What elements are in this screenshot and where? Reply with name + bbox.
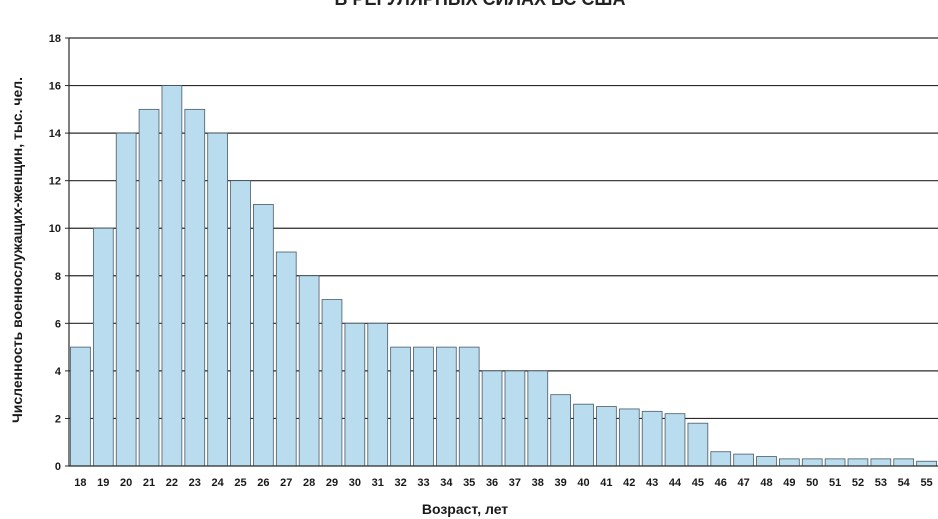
bar bbox=[436, 347, 456, 466]
bar bbox=[299, 276, 319, 466]
bar bbox=[802, 459, 822, 466]
bar bbox=[894, 459, 914, 466]
y-tick-labels: 0 2 4 6 8 10 12 14 16 18 bbox=[49, 33, 69, 473]
bar bbox=[208, 133, 228, 466]
y-tick-label: 12 bbox=[49, 176, 61, 188]
y-tick-label: 14 bbox=[49, 128, 62, 140]
x-tick-label: 26 bbox=[257, 477, 269, 489]
bar bbox=[185, 109, 205, 466]
y-tick-label: 10 bbox=[49, 223, 61, 235]
bar bbox=[596, 407, 616, 466]
x-tick-label: 22 bbox=[166, 477, 178, 489]
bar bbox=[551, 395, 571, 466]
x-tick-labels: 18 19 20 21 22 23 24 25 26 27 28 29 30 31 32 33 34 35 36 37… bbox=[74, 477, 932, 489]
bar bbox=[619, 409, 639, 466]
x-tick-label: 35 bbox=[463, 477, 475, 489]
bar bbox=[276, 252, 296, 466]
y-tick-label: 16 bbox=[49, 81, 61, 93]
y-tick-label: 0 bbox=[55, 461, 61, 473]
x-tick-label: 18 bbox=[74, 477, 86, 489]
x-tick-label: 55 bbox=[920, 477, 932, 489]
bar bbox=[871, 459, 891, 466]
x-tick-label: 34 bbox=[440, 477, 453, 489]
bar bbox=[505, 371, 525, 466]
bar bbox=[414, 347, 434, 466]
x-tick-label: 44 bbox=[669, 477, 682, 489]
x-tick-label: 20 bbox=[120, 477, 132, 489]
bar bbox=[848, 459, 868, 466]
bar bbox=[734, 454, 754, 466]
y-tick-label: 2 bbox=[55, 413, 61, 425]
x-tick-label: 48 bbox=[760, 477, 772, 489]
x-tick-label: 47 bbox=[737, 477, 749, 489]
bar bbox=[779, 459, 799, 466]
x-tick-label: 19 bbox=[97, 477, 109, 489]
bar bbox=[528, 371, 548, 466]
y-axis-title: Численность военнослужащих-женщин, тыс. … bbox=[9, 77, 25, 423]
chart-title: В РЕГУЛЯРНЫХ СИЛАХ ВС США bbox=[335, 0, 626, 9]
bar bbox=[139, 109, 159, 466]
x-tick-label: 46 bbox=[715, 477, 727, 489]
bar bbox=[688, 423, 708, 466]
bar bbox=[162, 86, 182, 466]
x-tick-label: 37 bbox=[509, 477, 521, 489]
bar bbox=[917, 461, 937, 466]
x-tick-label: 45 bbox=[692, 477, 704, 489]
bar bbox=[459, 347, 479, 466]
bar bbox=[825, 459, 845, 466]
x-tick-label: 39 bbox=[555, 477, 567, 489]
bar bbox=[642, 411, 662, 466]
y-tick-label: 4 bbox=[55, 366, 62, 378]
bar bbox=[665, 414, 685, 466]
x-tick-label: 36 bbox=[486, 477, 498, 489]
x-tick-label: 43 bbox=[646, 477, 658, 489]
y-tick-label: 18 bbox=[49, 33, 61, 45]
x-tick-label: 51 bbox=[829, 477, 841, 489]
x-tick-label: 41 bbox=[600, 477, 612, 489]
y-tick-label: 6 bbox=[55, 318, 61, 330]
x-tick-label: 32 bbox=[394, 477, 406, 489]
bar bbox=[231, 181, 251, 466]
x-tick-label: 31 bbox=[372, 477, 384, 489]
x-tick-label: 50 bbox=[806, 477, 818, 489]
bar bbox=[345, 323, 365, 466]
y-tick-label: 8 bbox=[55, 271, 61, 283]
x-tick-label: 52 bbox=[852, 477, 864, 489]
x-tick-label: 53 bbox=[875, 477, 887, 489]
x-tick-label: 25 bbox=[234, 477, 246, 489]
x-axis-title: Возраст, лет bbox=[422, 501, 508, 517]
x-tick-label: 28 bbox=[303, 477, 315, 489]
bar bbox=[116, 133, 136, 466]
bar bbox=[322, 300, 342, 466]
x-tick-label: 38 bbox=[532, 477, 544, 489]
bar bbox=[482, 371, 502, 466]
bar bbox=[711, 452, 731, 466]
x-tick-label: 49 bbox=[783, 477, 795, 489]
x-tick-label: 54 bbox=[898, 477, 911, 489]
x-tick-label: 30 bbox=[349, 477, 361, 489]
x-tick-label: 33 bbox=[417, 477, 429, 489]
bar bbox=[757, 456, 777, 466]
x-tick-label: 27 bbox=[280, 477, 292, 489]
bar bbox=[253, 204, 273, 466]
x-tick-label: 24 bbox=[212, 477, 225, 489]
x-tick-label: 42 bbox=[623, 477, 635, 489]
x-tick-label: 40 bbox=[577, 477, 589, 489]
bar bbox=[71, 347, 91, 466]
bar bbox=[391, 347, 411, 466]
bar bbox=[574, 404, 594, 466]
x-tick-label: 23 bbox=[189, 477, 201, 489]
x-tick-label: 21 bbox=[143, 477, 155, 489]
bar bbox=[93, 228, 113, 466]
bar bbox=[368, 323, 388, 466]
x-tick-label: 29 bbox=[326, 477, 338, 489]
